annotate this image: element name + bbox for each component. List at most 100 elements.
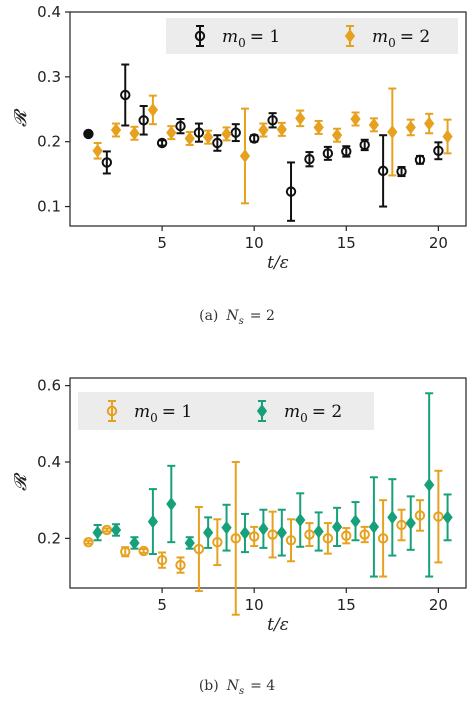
x-axis-label: t/ε (267, 253, 289, 273)
data-point (166, 497, 177, 511)
data-point (110, 523, 122, 537)
data-point (221, 520, 232, 535)
legend-box (78, 392, 374, 430)
caption-rest: = 2 (250, 308, 275, 324)
data-point (295, 111, 306, 126)
data-point (359, 529, 370, 540)
data-point (230, 533, 241, 544)
legend-symbol: m (134, 402, 150, 422)
data-point (138, 115, 149, 126)
y-tick-label: 0.2 (37, 529, 61, 547)
data-point (424, 478, 435, 492)
data-point (92, 143, 103, 158)
data-point (239, 526, 251, 540)
data-point (258, 123, 269, 137)
data-point (212, 536, 223, 548)
legend-marker (344, 29, 356, 43)
legend-subscript: 0 (300, 411, 308, 425)
data-point (442, 510, 453, 525)
y-tick-label: 0.4 (37, 3, 61, 21)
data-point (442, 129, 453, 144)
y-tick-label: 0.6 (37, 377, 61, 395)
legend-value: = 2 (312, 402, 342, 422)
data-point (184, 536, 195, 550)
data-point (221, 127, 232, 141)
data-point (175, 559, 186, 571)
caption-prefix: (a) (199, 308, 218, 324)
data-point (267, 529, 278, 540)
data-point (405, 120, 416, 135)
data-point (368, 520, 380, 534)
data-point (368, 118, 380, 132)
y-tick-label: 0.2 (37, 133, 61, 151)
y-tick-label: 0.3 (37, 68, 61, 86)
data-point (120, 89, 131, 101)
data-point (258, 521, 269, 536)
data-point (212, 137, 223, 149)
legend-symbol: m (284, 402, 300, 422)
data-point (387, 510, 398, 525)
legend-marker (106, 405, 118, 417)
data-point (331, 520, 343, 534)
data-point (147, 514, 159, 529)
legend-label: m0 = 1 (134, 402, 192, 425)
data-point (285, 186, 297, 197)
data-point (156, 554, 168, 566)
data-point (396, 519, 407, 531)
data-point (295, 513, 306, 527)
plot-frame (69, 377, 467, 589)
figure-caption: (a) Ns = 2 (199, 308, 275, 327)
legend-subscript: 0 (388, 36, 396, 50)
data-point (203, 130, 214, 144)
data-point (387, 125, 398, 139)
series-1 (83, 63, 444, 222)
data-point (331, 128, 343, 143)
x-tick-label: 10 (245, 596, 264, 614)
caption-var: N (225, 308, 239, 324)
data-point (304, 154, 315, 165)
data-point (110, 123, 122, 137)
data-point (175, 120, 186, 132)
data-point (433, 511, 444, 522)
data-point (276, 525, 287, 540)
data-point (193, 543, 205, 555)
data-point (276, 122, 287, 137)
data-point (359, 139, 370, 151)
legend-marker (256, 404, 268, 418)
data-point (129, 126, 140, 141)
data-point (83, 536, 94, 548)
data-point (350, 112, 361, 126)
data-point (101, 157, 113, 168)
data-point (147, 103, 159, 117)
data-point (304, 529, 315, 540)
x-tick-label: 10 (245, 234, 264, 252)
data-point (377, 533, 389, 544)
data-point (377, 165, 389, 177)
data-point (405, 516, 416, 530)
data-point (193, 127, 205, 138)
data-point (322, 533, 334, 544)
data-point (203, 525, 214, 540)
data-point (248, 531, 260, 542)
data-point (341, 146, 352, 157)
data-point (166, 125, 177, 140)
y-axis-label: 𝓡 (11, 108, 31, 127)
data-point (424, 116, 435, 131)
data-point (350, 514, 361, 529)
caption-var: N (226, 678, 240, 694)
data-point (433, 145, 444, 156)
x-axis-label: t/ε (267, 615, 289, 635)
data-point (83, 128, 94, 140)
data-point (248, 133, 260, 144)
caption-sub: s (239, 316, 244, 327)
series-1 (83, 461, 444, 616)
x-tick-label: 20 (429, 234, 448, 252)
caption-prefix: (b) (199, 678, 219, 694)
data-point (92, 525, 103, 540)
series-2 (92, 87, 453, 205)
legend-label: m0 = 1 (222, 27, 280, 50)
legend-label: m0 = 2 (284, 402, 342, 425)
